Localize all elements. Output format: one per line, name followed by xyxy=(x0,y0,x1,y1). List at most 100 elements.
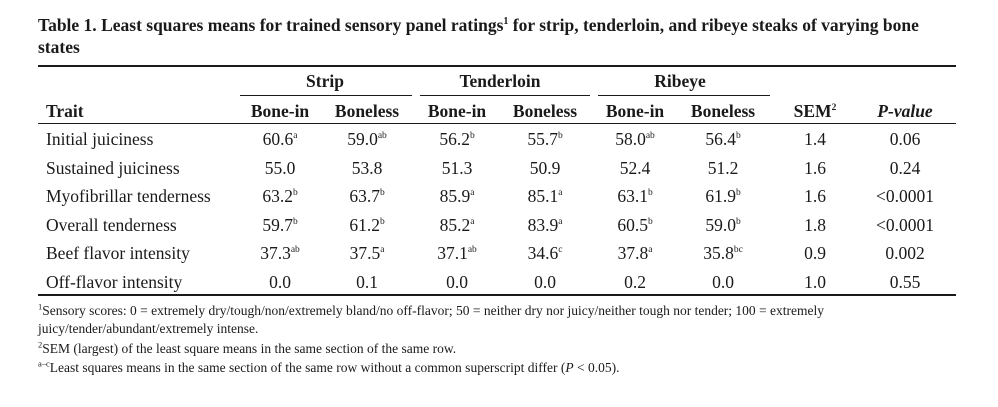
table-cell: 59.0ab xyxy=(322,128,412,150)
row-trait: Sustained juiciness xyxy=(46,157,180,178)
cell-value: 60.5 xyxy=(617,214,648,235)
table-cell: 1.8 xyxy=(775,214,855,236)
table-cell: 59.7b xyxy=(235,214,325,236)
column-header-strip-bone-in: Bone-in xyxy=(250,101,310,121)
column-header-ribeye-bone-in: Bone-in xyxy=(605,101,665,121)
table-cell: 60.6a xyxy=(235,128,325,150)
table-cell: 56.4b xyxy=(678,128,768,150)
cell-value: 1.6 xyxy=(804,186,826,206)
cell-superscript: a xyxy=(648,245,653,256)
cell-value: 0.1 xyxy=(356,271,378,292)
table-cell: 60.5b xyxy=(590,214,680,236)
column-header-sem: SEM2 xyxy=(775,100,855,122)
cell-superscript: c xyxy=(558,245,563,256)
cell-superscript: b xyxy=(735,216,741,227)
footnote-3-marker: a–c xyxy=(38,358,50,369)
cell-value: 1.4 xyxy=(804,129,826,149)
cell-value: 0.9 xyxy=(804,243,826,263)
table-cell: 50.9 xyxy=(500,157,590,179)
cell-superscript: ab xyxy=(467,245,477,256)
group-header-ribeye: Ribeye xyxy=(654,71,706,91)
cell-superscript: b xyxy=(379,216,385,227)
table-cell: <0.0001 xyxy=(860,185,950,207)
table-cell: 0.0 xyxy=(678,271,768,293)
cell-value: 55.0 xyxy=(264,157,296,178)
cell-superscript: a xyxy=(558,188,563,199)
cell-value: 0.0 xyxy=(534,271,556,292)
cell-value: 35.8 xyxy=(703,243,734,263)
header-rule xyxy=(38,123,956,124)
group-rule-ribeye xyxy=(598,95,770,96)
cell-superscript: b xyxy=(557,131,563,142)
cell-value: 34.6 xyxy=(527,243,559,263)
cell-superscript: b xyxy=(292,216,298,227)
cell-value: 59.0 xyxy=(705,214,736,235)
row-trait: Beef flavor intensity xyxy=(46,243,190,263)
cell-superscript: ab xyxy=(290,245,300,256)
cell-value: 58.0 xyxy=(615,129,646,149)
cell-value: 0.55 xyxy=(889,271,921,292)
row-trait: Off-flavor intensity xyxy=(46,271,183,292)
caption-text-a: Least squares means for trained sensory … xyxy=(96,15,504,35)
table-cell: 63.2b xyxy=(235,185,325,207)
cell-value: 0.002 xyxy=(885,243,925,263)
table-cell: 0.0 xyxy=(500,271,590,293)
group-header-strip: Strip xyxy=(306,71,344,91)
table-cell: 0.1 xyxy=(322,271,412,293)
group-header-tenderloin: Tenderloin xyxy=(459,71,541,91)
column-header-tenderloin-boneless: Boneless xyxy=(512,101,578,121)
table-cell: 0.2 xyxy=(590,271,680,293)
table-cell: 51.3 xyxy=(412,157,502,179)
top-rule xyxy=(38,65,956,67)
table-cell: 0.9 xyxy=(775,242,855,264)
cell-value: 1.0 xyxy=(804,271,826,292)
row-trait: Myofibrillar tenderness xyxy=(46,186,211,206)
table-cell: 58.0ab xyxy=(590,128,680,150)
cell-value: 63.1 xyxy=(617,186,648,206)
footnote-3-text-b: < 0.05). xyxy=(573,360,620,375)
cell-value: 51.2 xyxy=(707,157,739,178)
caption-superscript: 1 xyxy=(503,16,509,28)
cell-superscript: a xyxy=(558,216,563,227)
cell-superscript: b xyxy=(735,131,741,142)
table-cell: 85.9a xyxy=(412,185,502,207)
caption-text-b: for strip, tenderloin, and ribeye steaks… xyxy=(38,15,919,57)
table-cell: 1.0 xyxy=(775,271,855,293)
table-cell: 52.4 xyxy=(590,157,680,179)
table-cell: 0.06 xyxy=(860,128,950,150)
table-cell: 63.7b xyxy=(322,185,412,207)
cell-value: 1.6 xyxy=(804,157,826,178)
column-header-ribeye-boneless: Boneless xyxy=(690,101,756,121)
table-cell: 1.6 xyxy=(775,157,855,179)
cell-value: 85.2 xyxy=(439,214,471,235)
cell-superscript: b xyxy=(469,131,475,142)
table-cell: 0.55 xyxy=(860,271,950,293)
cell-value: <0.0001 xyxy=(876,186,934,206)
cell-value: 0.06 xyxy=(889,129,921,149)
cell-value: 59.7 xyxy=(262,214,293,235)
cell-value: 61.9 xyxy=(705,186,736,206)
table-cell: 0.002 xyxy=(860,242,950,264)
cell-value: 53.8 xyxy=(351,157,383,178)
table-cell: 55.7b xyxy=(500,128,590,150)
table-cell: 85.1a xyxy=(500,185,590,207)
cell-value: 37.1 xyxy=(437,243,468,263)
group-rule-tenderloin xyxy=(420,95,590,96)
cell-superscript: a xyxy=(470,216,475,227)
column-header-tenderloin-bone-in: Bone-in xyxy=(427,101,487,121)
group-rule-strip xyxy=(240,95,412,96)
cell-superscript: b xyxy=(647,216,653,227)
cell-value: 56.2 xyxy=(439,129,470,149)
cell-value: 56.4 xyxy=(705,129,736,149)
cell-value: 59.0 xyxy=(347,129,378,149)
column-header-trait: Trait xyxy=(46,101,84,121)
footnote-1: 1Sensory scores: 0 = extremely dry/tough… xyxy=(38,302,958,338)
cell-value: 55.7 xyxy=(527,129,558,149)
cell-value: 85.9 xyxy=(439,186,471,206)
cell-superscript: ab xyxy=(377,131,387,142)
cell-superscript: b xyxy=(647,188,653,199)
footnote-3-p: P xyxy=(565,360,574,375)
cell-value: 37.8 xyxy=(617,243,649,263)
cell-superscript: ab xyxy=(645,131,655,142)
cell-value: 37.3 xyxy=(260,243,291,263)
